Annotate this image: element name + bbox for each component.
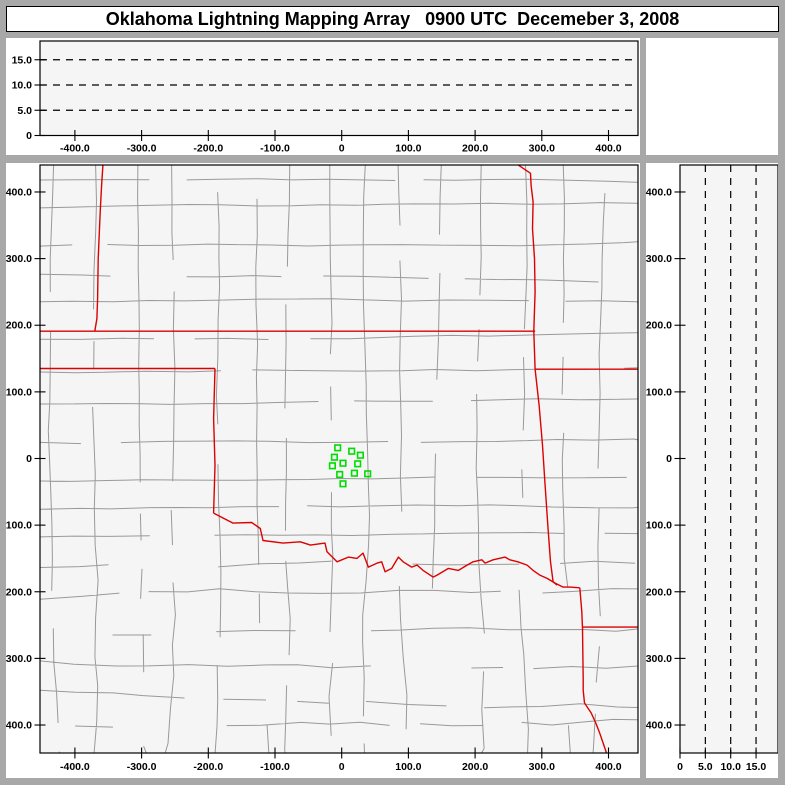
tick-label: -400.0 — [6, 720, 32, 732]
state-border-co-ks-border — [94, 165, 104, 331]
tick-label: 300.0 — [529, 761, 555, 773]
tick-label: 10.0 — [12, 80, 33, 92]
state-border-ok-ar-border — [534, 369, 558, 586]
axis-ticks: 400.0 300.0 200.0 100.0 0 -100.0 -200.0 -300.0 -… — [646, 186, 766, 773]
panel-plan-view: 400.0 300.0 200.0 100.0 0 -100.0 -200.0 -300.0 -… — [6, 163, 640, 778]
tick-label: 400.0 — [6, 186, 32, 198]
lma-stations — [328, 444, 372, 488]
lma-station-marker — [336, 470, 344, 479]
plot-border — [39, 40, 639, 137]
lma-station-marker — [350, 469, 359, 477]
tick-label: 5.0 — [698, 761, 713, 773]
tick-label: -200.0 — [6, 586, 32, 598]
tick-label: -400.0 — [60, 761, 90, 773]
altitude-ns-plot: 400.0 300.0 200.0 100.0 0 -100.0 -200.0 -300.0 -… — [646, 164, 778, 773]
tick-label: 0 — [677, 761, 683, 773]
axis-ticks: 0 5.0 10.0 15.0 -400.0 -300.0 -200.0 -100.0 0 100… — [12, 54, 622, 154]
tick-label: 100.0 — [646, 386, 672, 398]
tick-label: -200.0 — [646, 586, 672, 598]
tick-label: 10.0 — [720, 761, 741, 773]
tick-label: 0 — [339, 761, 345, 773]
state-border-ks-mo-border — [517, 165, 536, 370]
tick-label: 300.0 — [646, 253, 672, 265]
lma-station-marker — [364, 470, 372, 478]
plot-background — [40, 165, 638, 753]
state-border-red-river-ok-tx — [213, 512, 580, 589]
panel-corner-box — [646, 38, 778, 155]
tick-label: 100.0 — [6, 386, 32, 398]
axis-ticks: 400.0 300.0 200.0 100.0 0 -100.0 -200.0 -300.0 -… — [6, 186, 622, 773]
tick-label: 15.0 — [12, 54, 33, 66]
tick-label: 200.0 — [646, 320, 672, 332]
tick-label: 15.0 — [746, 761, 767, 773]
lma-station-marker — [356, 451, 365, 459]
tick-label: 100.0 — [395, 143, 421, 155]
plot-background — [680, 165, 778, 753]
tick-label: -100.0 — [6, 520, 32, 532]
tick-label: -400.0 — [60, 143, 90, 155]
plot-background — [40, 41, 638, 136]
tick-label: 5.0 — [17, 105, 32, 117]
tick-label: -300.0 — [646, 653, 672, 665]
tick-label: 400.0 — [595, 143, 621, 155]
lma-station-marker — [339, 459, 347, 467]
tick-label: -300.0 — [127, 143, 157, 155]
tick-label: -100.0 — [260, 143, 290, 155]
tick-label: 0 — [26, 453, 32, 465]
tick-label: 0 — [26, 130, 32, 142]
lma-station-marker — [328, 462, 337, 470]
tick-label: 100.0 — [395, 761, 421, 773]
tick-label: -400.0 — [646, 720, 672, 732]
tick-label: -300.0 — [6, 653, 32, 665]
lma-station-marker — [339, 480, 347, 488]
tick-label: 200.0 — [6, 320, 32, 332]
tick-label: 0 — [339, 143, 345, 155]
altitude-ew-plot: 0 5.0 10.0 15.0 -400.0 -300.0 -200.0 -100.0 0 100… — [12, 40, 639, 155]
tick-label: 400.0 — [646, 186, 672, 198]
tick-label: -100.0 — [646, 520, 672, 532]
tick-label: 200.0 — [462, 761, 488, 773]
tick-label: -200.0 — [193, 143, 223, 155]
grid-dashed-lines — [40, 59, 638, 111]
lma-station-marker — [334, 444, 342, 452]
lma-station-marker — [348, 447, 356, 455]
title-bar: Oklahoma Lightning Mapping Array 0900 UT… — [6, 6, 779, 32]
grid-dashed-lines — [704, 165, 757, 753]
state-border-tx-ar-la-border — [579, 587, 608, 753]
tick-label: 300.0 — [529, 143, 555, 155]
plan-view-map-plot: 400.0 300.0 200.0 100.0 0 -100.0 -200.0 -300.0 -… — [6, 164, 639, 773]
tick-label: 300.0 — [6, 253, 32, 265]
lma-station-marker — [330, 453, 339, 461]
tick-label: -300.0 — [127, 761, 157, 773]
lma-station-marker — [354, 460, 362, 468]
panel-altitude-ns: 400.0 300.0 200.0 100.0 0 -100.0 -200.0 -300.0 -… — [646, 163, 778, 778]
tick-label: -200.0 — [193, 761, 223, 773]
tick-label: 200.0 — [462, 143, 488, 155]
state-border-tx-ok-border-100w — [212, 368, 216, 514]
page-title: Oklahoma Lightning Mapping Array 0900 UT… — [105, 8, 680, 29]
county-borders — [40, 165, 638, 753]
tick-label: -100.0 — [260, 761, 290, 773]
tick-label: 400.0 — [595, 761, 621, 773]
state-borders — [40, 165, 638, 753]
panel-altitude-ew: 0 5.0 10.0 15.0 -400.0 -300.0 -200.0 -100.0 0 100… — [6, 38, 640, 155]
tick-label: 0 — [666, 453, 672, 465]
